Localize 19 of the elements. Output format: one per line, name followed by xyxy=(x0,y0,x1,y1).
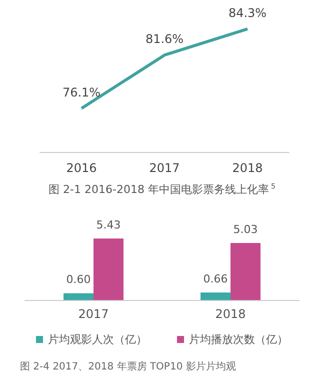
x-tick-label: 2017 xyxy=(78,307,109,321)
data-label: 81.6% xyxy=(145,32,184,46)
bar xyxy=(230,242,260,300)
bar xyxy=(64,293,94,300)
bar xyxy=(94,238,124,300)
data-label: 84.3% xyxy=(228,6,267,20)
x-tick-label: 2018 xyxy=(215,307,246,321)
data-label: 5.43 xyxy=(96,218,121,232)
data-label: 0.66 xyxy=(203,272,228,286)
bar xyxy=(200,292,230,300)
data-label: 76.1% xyxy=(62,85,101,100)
caption: 图 2-4 2017、2018 年票房 TOP10 影片片均观 xyxy=(20,360,236,372)
legend-label: 片均观影人次（亿） xyxy=(48,333,147,346)
x-tick-label: 2018 xyxy=(232,161,263,175)
x-tick-label: 2016 xyxy=(66,161,97,175)
legend-label: 片均播放次数（亿） xyxy=(189,333,288,346)
x-tick-label: 2017 xyxy=(149,161,180,175)
data-label: 5.03 xyxy=(233,222,258,236)
data-label: 0.60 xyxy=(66,273,91,286)
